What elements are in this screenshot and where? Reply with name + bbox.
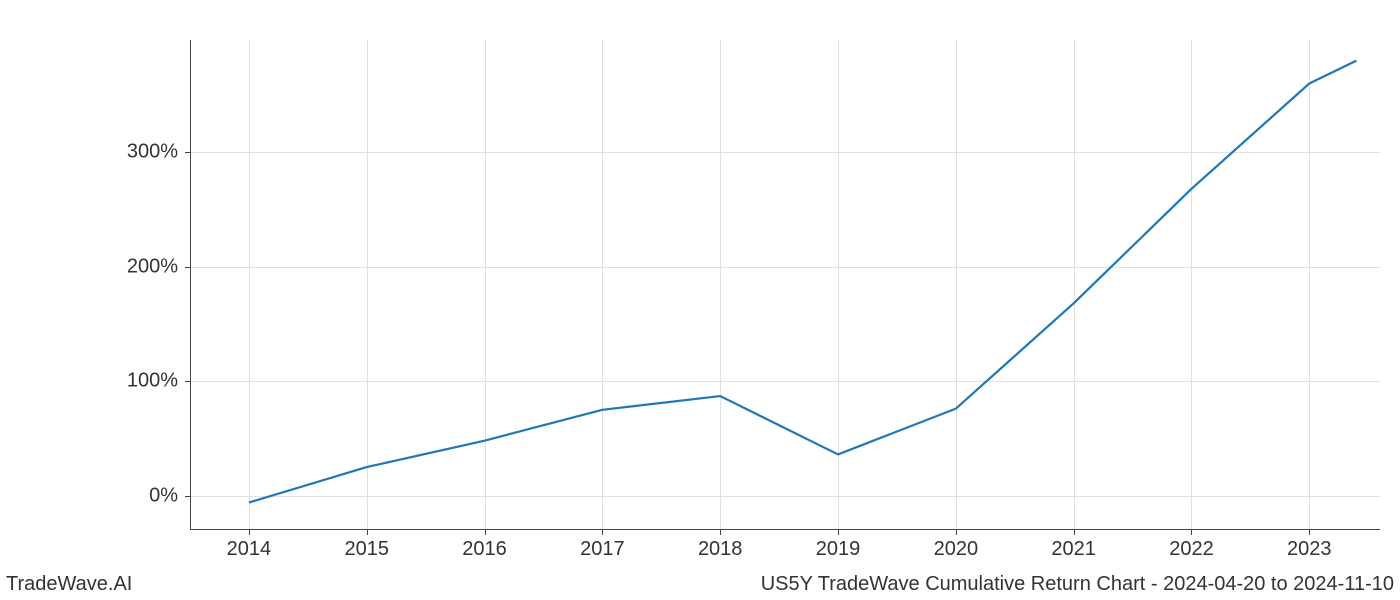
- grid-line-vertical: [485, 40, 486, 530]
- return-line: [249, 61, 1357, 503]
- chart-container: 2014 2015 2016 2017 2018 2019 2020 2021 2022 2023…: [0, 0, 1400, 600]
- grid-line-vertical: [1191, 40, 1192, 530]
- grid-line-horizontal: [190, 496, 1380, 497]
- x-tick: [367, 530, 368, 535]
- y-tick: [185, 152, 190, 153]
- x-tick-label: 2022: [1169, 538, 1214, 561]
- x-tick-label: 2020: [934, 538, 979, 561]
- x-tick: [485, 530, 486, 535]
- y-tick-label: 0%: [149, 484, 178, 507]
- y-tick-label: 100%: [127, 370, 178, 393]
- y-tick: [185, 381, 190, 382]
- line-series: [190, 40, 1380, 530]
- x-tick: [1309, 530, 1310, 535]
- x-tick-label: 2018: [698, 538, 743, 561]
- grid-line-vertical: [367, 40, 368, 530]
- x-tick: [838, 530, 839, 535]
- x-tick: [1191, 530, 1192, 535]
- x-tick: [956, 530, 957, 535]
- grid-line-vertical: [249, 40, 250, 530]
- y-tick-label: 300%: [127, 141, 178, 164]
- grid-line-vertical: [720, 40, 721, 530]
- x-tick: [720, 530, 721, 535]
- footer-left: TradeWave.AI: [6, 573, 132, 596]
- x-tick-label: 2014: [227, 538, 272, 561]
- x-tick-label: 2017: [580, 538, 625, 561]
- y-axis-spine: [190, 40, 191, 530]
- y-tick: [185, 267, 190, 268]
- grid-line-horizontal: [190, 152, 1380, 153]
- x-tick-label: 2019: [816, 538, 861, 561]
- footer-right: US5Y TradeWave Cumulative Return Chart -…: [761, 573, 1394, 596]
- plot-area: [190, 40, 1380, 530]
- grid-line-horizontal: [190, 381, 1380, 382]
- x-tick-label: 2021: [1051, 538, 1096, 561]
- y-tick-label: 200%: [127, 255, 178, 278]
- grid-line-vertical: [956, 40, 957, 530]
- y-tick: [185, 496, 190, 497]
- x-tick-label: 2016: [462, 538, 507, 561]
- x-tick: [249, 530, 250, 535]
- x-tick: [1074, 530, 1075, 535]
- x-tick: [602, 530, 603, 535]
- x-tick-label: 2023: [1287, 538, 1332, 561]
- grid-line-vertical: [602, 40, 603, 530]
- grid-line-vertical: [1074, 40, 1075, 530]
- grid-line-vertical: [1309, 40, 1310, 530]
- x-axis-spine: [190, 529, 1380, 530]
- grid-line-vertical: [838, 40, 839, 530]
- x-tick-label: 2015: [344, 538, 389, 561]
- grid-line-horizontal: [190, 267, 1380, 268]
